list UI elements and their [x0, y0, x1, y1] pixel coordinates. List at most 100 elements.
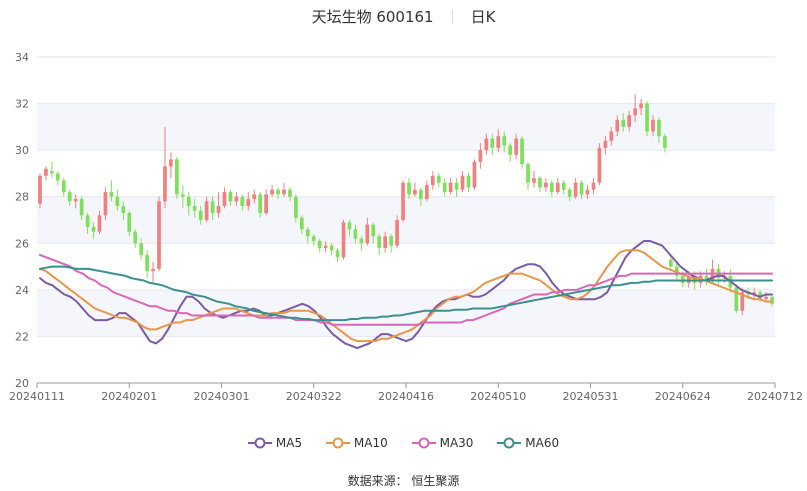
chart-title-stock: 天坛生物 600161 — [311, 8, 434, 26]
legend-item-ma5[interactable]: MA5 — [247, 436, 302, 450]
candle-body — [532, 178, 536, 183]
candle-body — [764, 296, 768, 300]
candle-body — [216, 206, 221, 214]
candle-body — [669, 259, 673, 267]
x-tick-label: 20240510 — [470, 390, 526, 403]
candle-body — [401, 182, 405, 220]
candle-body — [353, 229, 358, 239]
candle-body — [680, 275, 685, 283]
candle-body — [97, 215, 102, 232]
candle-body — [198, 210, 203, 220]
candle-body — [436, 175, 441, 183]
y-tick-label: 34 — [15, 51, 29, 64]
candle-body — [567, 189, 572, 197]
candle-body — [472, 161, 477, 188]
candle-body — [585, 189, 590, 195]
candle-body — [359, 238, 364, 244]
candle-body — [430, 175, 435, 186]
candle-body — [466, 175, 471, 188]
candle-body — [460, 175, 465, 190]
legend-marker-ma10 — [325, 437, 350, 449]
candle-body — [79, 199, 84, 216]
candle-body — [526, 164, 530, 183]
candle-body — [603, 140, 608, 148]
legend-item-ma30[interactable]: MA30 — [411, 436, 473, 450]
candle-body — [740, 292, 745, 311]
y-tick-label: 28 — [15, 191, 29, 204]
candle-body — [496, 136, 501, 148]
candle-body — [264, 194, 268, 214]
x-tick-label: 20240624 — [655, 390, 711, 403]
candle-body — [341, 222, 346, 258]
candle-body — [419, 189, 423, 200]
candle-body — [44, 168, 48, 176]
legend-item-ma10[interactable]: MA10 — [325, 436, 388, 450]
grid-band — [37, 196, 775, 244]
candle-body — [478, 150, 483, 162]
candle-body — [85, 215, 90, 227]
candle-body — [442, 182, 447, 193]
candle-body — [186, 196, 191, 207]
grid-band — [37, 57, 775, 104]
x-tick-label: 20240111 — [9, 390, 65, 403]
candle-body — [365, 224, 370, 244]
candle-body — [413, 189, 417, 195]
candle-body — [692, 275, 697, 283]
x-tick-label: 20240712 — [747, 390, 803, 403]
candle-body — [544, 182, 548, 188]
line-ma30 — [39, 253, 773, 326]
chart-title: 天坛生物 600161 日K — [0, 6, 807, 27]
data-source-name: 恒生聚源 — [411, 474, 460, 488]
candle-body — [180, 194, 185, 197]
candle-body — [270, 189, 274, 195]
candle-body — [514, 138, 518, 155]
candle-body — [91, 226, 96, 232]
line-ma10 — [39, 249, 773, 343]
candle-body — [288, 189, 292, 197]
candle-body — [615, 119, 620, 132]
candle-body — [579, 182, 584, 195]
candle-body — [204, 201, 209, 220]
candle-body — [323, 245, 328, 248]
candle-body — [371, 224, 376, 237]
candle-body — [651, 119, 655, 132]
candle-body — [282, 189, 286, 195]
y-tick-label: 32 — [15, 98, 29, 111]
legend-marker-ma5 — [247, 437, 272, 449]
candle-body — [210, 201, 215, 214]
candle-body — [258, 194, 263, 214]
data-source: 数据来源： 恒生聚源 — [0, 472, 807, 489]
legend-item-ma60[interactable]: MA60 — [497, 436, 559, 450]
candle-body — [377, 236, 382, 248]
candle-body — [508, 145, 512, 155]
candle-body — [121, 206, 126, 214]
candle-body — [639, 103, 643, 109]
candle-body — [395, 220, 399, 246]
y-tick-label: 26 — [15, 237, 29, 250]
candle-body — [169, 159, 173, 167]
candle-body — [734, 287, 739, 311]
candle-body — [347, 222, 352, 230]
candle-body — [454, 182, 459, 190]
candle-body — [663, 136, 667, 148]
candle-body — [67, 192, 72, 202]
legend-marker-ma30 — [411, 437, 436, 449]
candle-body — [276, 189, 280, 195]
candle-body — [686, 275, 691, 283]
candle-body — [752, 292, 757, 295]
candle-body — [621, 119, 626, 127]
candle-body — [240, 196, 245, 207]
candle-body — [139, 243, 143, 255]
candle-body — [294, 196, 298, 218]
candle-body — [115, 196, 120, 207]
x-tick-label: 20240301 — [194, 390, 250, 403]
candle-body — [502, 136, 507, 146]
candle-body — [222, 192, 227, 207]
candle-body — [407, 182, 411, 195]
chart-legend: MA5 MA10 MA30 MA60 — [0, 436, 807, 450]
legend-label-ma10: MA10 — [353, 436, 388, 450]
candle-body — [538, 178, 542, 188]
candle-body — [133, 231, 138, 244]
data-source-label: 数据来源： — [347, 474, 408, 488]
candle-body — [549, 182, 554, 193]
